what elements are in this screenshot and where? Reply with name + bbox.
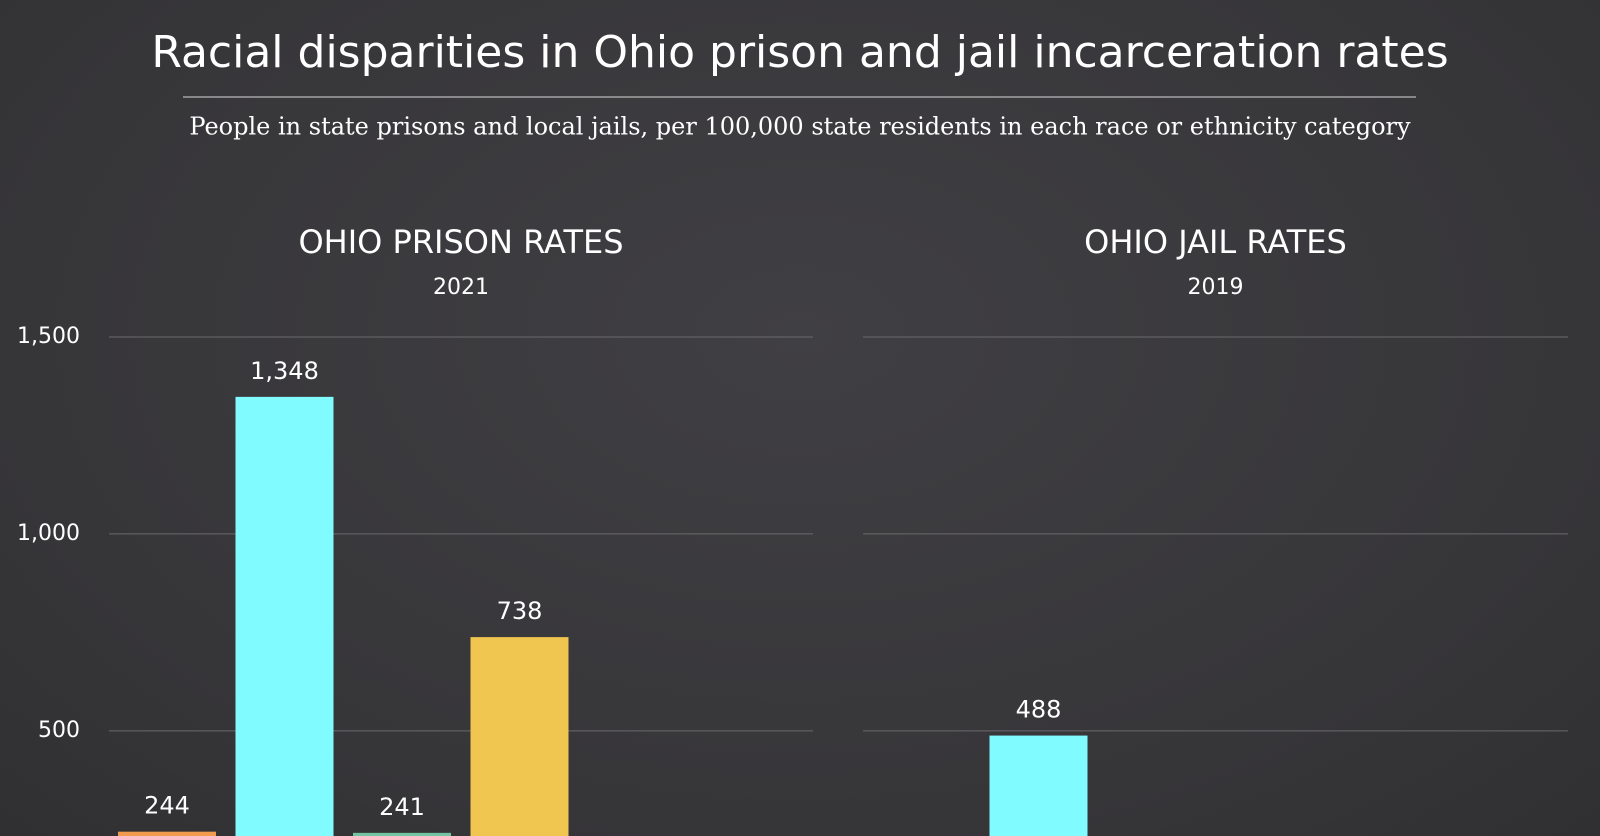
panel-title: OHIO JAIL RATES xyxy=(1084,223,1347,261)
panel-subtitle: 2021 xyxy=(433,275,489,300)
y-tick-label: 1,500 xyxy=(17,324,80,349)
y-tick-label: 1,000 xyxy=(17,521,80,546)
panel-title: OHIO PRISON RATES xyxy=(298,223,623,261)
value-label: 241 xyxy=(379,793,425,821)
value-label: 738 xyxy=(497,597,543,625)
y-tick-label: 500 xyxy=(38,718,80,743)
bar xyxy=(470,637,569,836)
bar xyxy=(235,396,334,836)
bar xyxy=(118,831,216,836)
page-subtitle: People in state prisons and local jails,… xyxy=(189,113,1411,141)
bar xyxy=(353,832,451,836)
value-label: 244 xyxy=(144,792,190,820)
panel-subtitle: 2019 xyxy=(1188,275,1244,300)
value-label: 488 xyxy=(1016,696,1062,724)
bar xyxy=(989,735,1088,836)
value-label: 1,348 xyxy=(250,357,319,385)
page-title: Racial disparities in Ohio prison and ja… xyxy=(151,27,1448,78)
